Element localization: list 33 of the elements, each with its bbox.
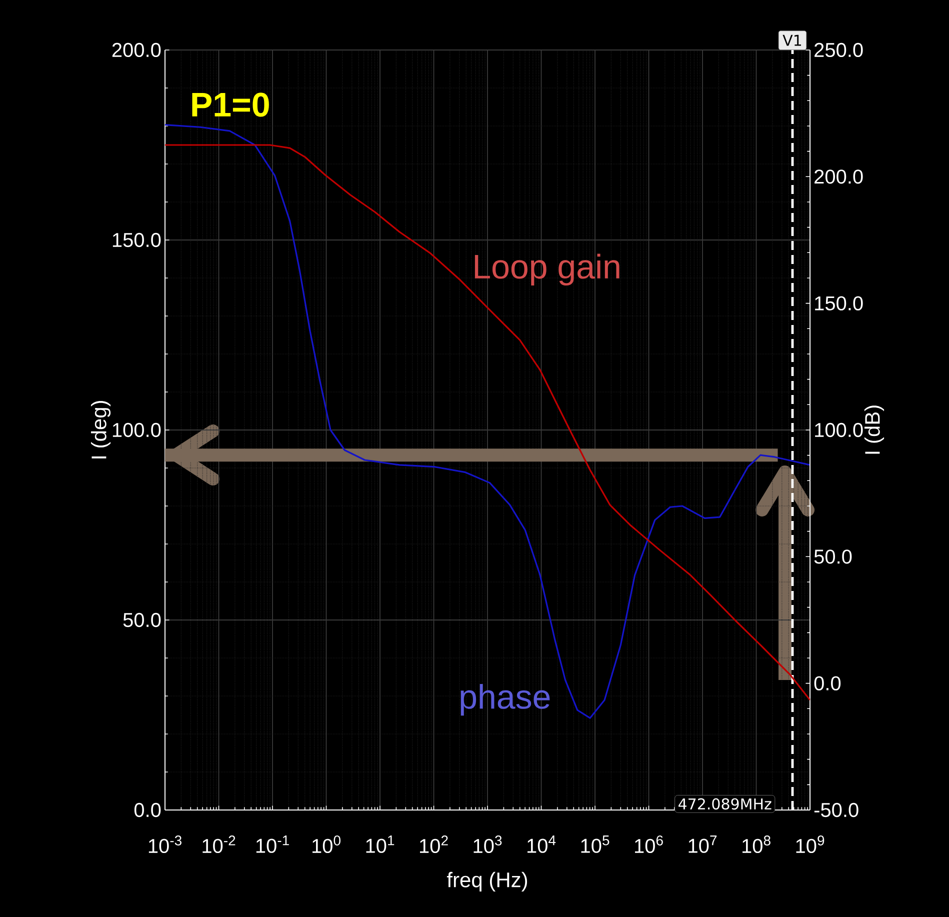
y2-tick-label: 150.0 — [815, 296, 863, 310]
x-tick-label: 10$^{3}$ — [474, 836, 502, 854]
y-tick-label: 100.0 — [112, 422, 161, 438]
x-tick-label: 10$^{1}$ — [366, 836, 394, 853]
x-tick-label: 10$^{-3}$ — [148, 836, 182, 854]
y-tick-label: 0.0 — [134, 802, 161, 818]
y2-tick-label: 250.0 — [814, 42, 863, 58]
x-tick-label: 10$^{2}$ — [420, 836, 448, 854]
y-axis-title: I (deg) — [90, 400, 111, 458]
x-tick-label: 10$^{-1}$ — [256, 836, 289, 853]
x-tick-label: 10$^{0}$ — [312, 836, 340, 854]
y2-tick-label: -50.0 — [814, 802, 858, 818]
y2-tick-label: 50.0 — [814, 550, 852, 564]
x-tick-label: 10$^{-2}$ — [202, 836, 236, 854]
x-tick-label: 10$^{9}$ — [796, 836, 824, 854]
y-tick-label: 50.0 — [123, 612, 161, 628]
x-tick-label: 10$^{7}$ — [688, 836, 717, 853]
series-label: phase — [460, 684, 550, 716]
x-axis-title: freq (Hz) — [446, 872, 528, 892]
x-tick-label: 10$^{6}$ — [635, 836, 663, 854]
y2-tick-label: 100.0 — [815, 422, 863, 438]
series-label: Loop gain — [474, 254, 620, 286]
y-tick-label: 200.0 — [112, 42, 161, 58]
x-tick-label: 10$^{5}$ — [581, 836, 610, 853]
y2-axis-title: I (dB) — [864, 406, 884, 454]
y-tick-label: 150.0 — [112, 232, 161, 248]
x-tick-label: 10$^{4}$ — [528, 836, 556, 853]
y2-tick-label: 0.0 — [814, 676, 841, 690]
y2-tick-label: 200.0 — [814, 170, 863, 184]
x-tick-label: 10$^{8}$ — [742, 836, 770, 854]
ref-line-label: V1 — [782, 34, 801, 46]
annotation: P1=0 — [192, 92, 269, 117]
annotation: 472.089MHz — [678, 798, 772, 810]
